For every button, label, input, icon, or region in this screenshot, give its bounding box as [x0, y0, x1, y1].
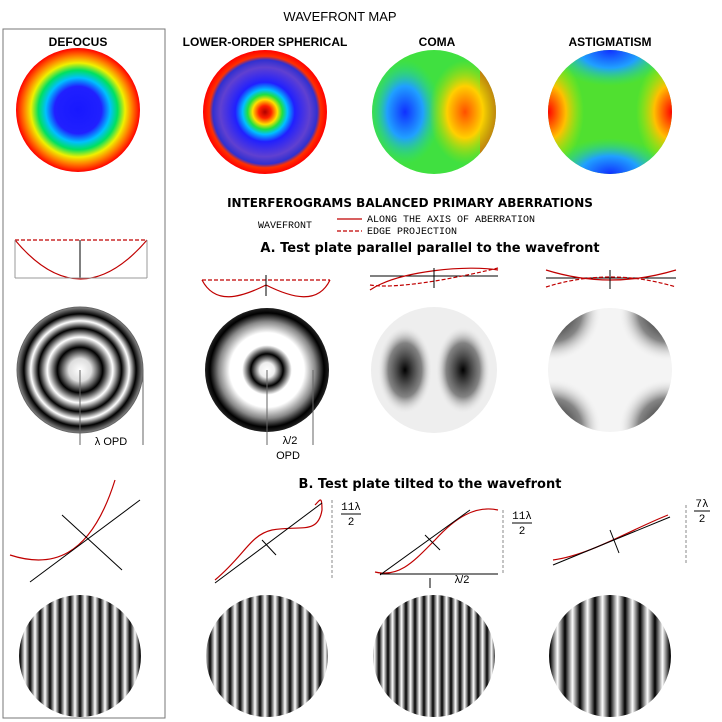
section-title: INTERFEROGRAMS BALANCED PRIMARY ABERRATI… — [227, 196, 593, 210]
map-lobe — [550, 138, 670, 174]
axis — [261, 539, 277, 556]
axis — [61, 514, 123, 571]
profile — [369, 267, 499, 291]
wavefront-map — [548, 50, 672, 174]
profile — [552, 514, 669, 561]
lobe — [548, 308, 602, 362]
axis — [214, 502, 323, 584]
wavefront-map — [16, 48, 140, 172]
section-b-title: B. Test plate tilted to the wavefront — [299, 477, 562, 492]
section-a-title: A. Test plate parallel parallel to the w… — [260, 241, 599, 256]
edge — [545, 276, 677, 288]
opd-label: OPD — [276, 450, 300, 462]
half-wave-label: λ/2 — [283, 435, 298, 447]
defocus-profile — [14, 239, 148, 280]
interferogram — [371, 307, 497, 433]
legend-label: WAVEFRONT — [258, 221, 312, 232]
legend-text: EDGE PROJECTION — [367, 227, 457, 238]
wavefront-map — [203, 50, 327, 174]
coma-tilt — [374, 508, 504, 576]
fringe-pattern — [206, 595, 328, 717]
coma-profile — [369, 267, 499, 291]
profile — [14, 239, 148, 280]
astigmatism-tilt — [552, 505, 687, 566]
opd-label: λ OPD — [95, 436, 127, 448]
map-lobe — [548, 57, 584, 167]
column-title: ASTIGMATISM — [568, 35, 651, 49]
title: WAVEFRONT MAP — [283, 9, 396, 24]
lobe — [435, 325, 491, 415]
lobe — [548, 378, 602, 432]
fraction-den: 2 — [519, 526, 526, 538]
map-lobe — [550, 50, 670, 86]
lobe — [618, 378, 672, 432]
wavefront-map — [372, 50, 496, 174]
axis — [379, 509, 471, 576]
fringe-pattern — [549, 595, 671, 717]
interferogram — [548, 308, 672, 432]
spherical-profile — [201, 275, 331, 298]
fraction-num: 7λ — [695, 499, 708, 511]
column-title: COMA — [419, 35, 456, 49]
fraction-den: 2 — [348, 517, 355, 529]
axis — [609, 529, 620, 554]
map-lobe — [372, 60, 441, 164]
lobe — [377, 325, 433, 415]
defocus-frame — [2, 28, 166, 719]
half-wave-label: λ/2 — [455, 574, 470, 586]
map-lobe — [429, 60, 496, 164]
legend-text: ALONG THE AXIS OF ABERRATION — [367, 215, 535, 226]
fraction-den: 2 — [699, 514, 706, 526]
profile — [374, 508, 499, 574]
fringe-pattern — [19, 595, 141, 717]
axis — [552, 516, 671, 566]
profile — [214, 499, 323, 581]
axis — [29, 499, 141, 583]
axis — [424, 534, 441, 551]
map-lobe — [636, 57, 672, 167]
astigmatism-profile — [545, 269, 677, 289]
column-title: DEFOCUS — [49, 35, 108, 49]
fraction-num: 11λ — [512, 511, 532, 523]
fringe-pattern — [373, 595, 495, 717]
column-title: LOWER-ORDER SPHERICAL — [183, 35, 348, 49]
spherical-tilt — [214, 499, 333, 584]
lobe — [618, 308, 672, 362]
defocus-tilt — [9, 479, 141, 583]
fraction-num: 11λ — [341, 502, 361, 514]
profile — [9, 479, 116, 561]
